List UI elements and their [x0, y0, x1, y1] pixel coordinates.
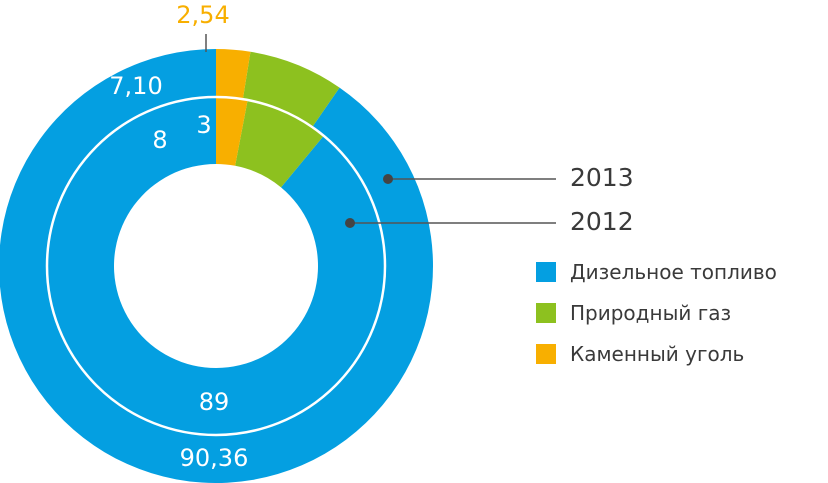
series-2012-label: 2012 [570, 207, 634, 236]
outer-label-coal: 2,54 [176, 1, 229, 29]
legend-item-diesel: Дизельное топливо [536, 260, 777, 284]
legend-label-diesel: Дизельное топливо [570, 260, 777, 284]
outer-ring-slice-1 [242, 51, 340, 128]
legend: Дизельное топливо Природный газ Каменный… [536, 260, 777, 385]
legend-swatch-gas [536, 303, 556, 323]
inner-ring-slice-1 [235, 99, 324, 188]
ring-divider [45, 95, 387, 437]
outer-label-diesel: 90,36 [180, 444, 249, 472]
outer-label-gas: 7,10 [109, 72, 162, 100]
series-2012-leader-dot [345, 218, 355, 228]
inner-label-gas: 8 [152, 126, 167, 154]
inner-label-diesel: 89 [199, 388, 230, 416]
legend-item-gas: Природный газ [536, 301, 777, 325]
legend-swatch-coal [536, 344, 556, 364]
inner-ring-slice-2 [216, 97, 248, 166]
outer-ring-slice-2 [216, 49, 251, 100]
legend-item-coal: Каменный уголь [536, 342, 777, 366]
legend-label-gas: Природный газ [570, 301, 732, 325]
legend-swatch-diesel [536, 262, 556, 282]
series-2013-leader-dot [383, 174, 393, 184]
legend-label-coal: Каменный уголь [570, 342, 745, 366]
series-2013-label: 2013 [570, 163, 634, 192]
inner-ring-slice-0 [46, 97, 385, 435]
inner-label-coal: 3 [196, 111, 211, 139]
